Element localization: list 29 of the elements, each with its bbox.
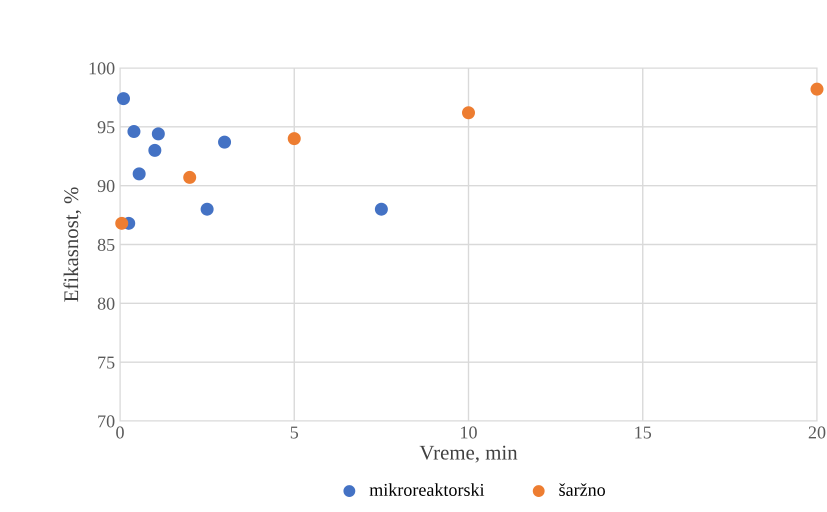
x-tick-label: 5	[290, 426, 298, 439]
legend-label: šaržno	[559, 483, 606, 496]
legend-label: mikroreaktorski	[370, 483, 484, 496]
point	[200, 202, 214, 216]
y-axis-title: Efikasnost, %	[63, 187, 82, 302]
point	[810, 82, 824, 96]
point	[127, 125, 140, 138]
y-tick-label: 75	[98, 356, 114, 369]
x-axis-title: Vreme, min	[420, 446, 518, 463]
x-tick-label: 0	[116, 426, 124, 439]
point	[152, 127, 165, 140]
point	[462, 106, 476, 120]
y-tick-label: 70	[98, 415, 114, 428]
point	[132, 167, 146, 180]
y-tick-label: 90	[98, 180, 114, 192]
point	[374, 202, 388, 216]
y-tick-label: 100	[90, 62, 114, 74]
x-tick-label: 10	[461, 426, 477, 439]
point	[218, 136, 232, 149]
point	[148, 144, 162, 157]
x-tick-label: 20	[808, 426, 826, 439]
point	[288, 132, 301, 146]
y-tick-label: 85	[98, 238, 114, 251]
y-tick-label: 95	[98, 121, 114, 134]
point	[115, 216, 128, 230]
point	[183, 170, 196, 184]
point	[116, 92, 130, 106]
x-tick-label: 15	[635, 426, 652, 439]
y-tick-label: 80	[98, 298, 114, 310]
